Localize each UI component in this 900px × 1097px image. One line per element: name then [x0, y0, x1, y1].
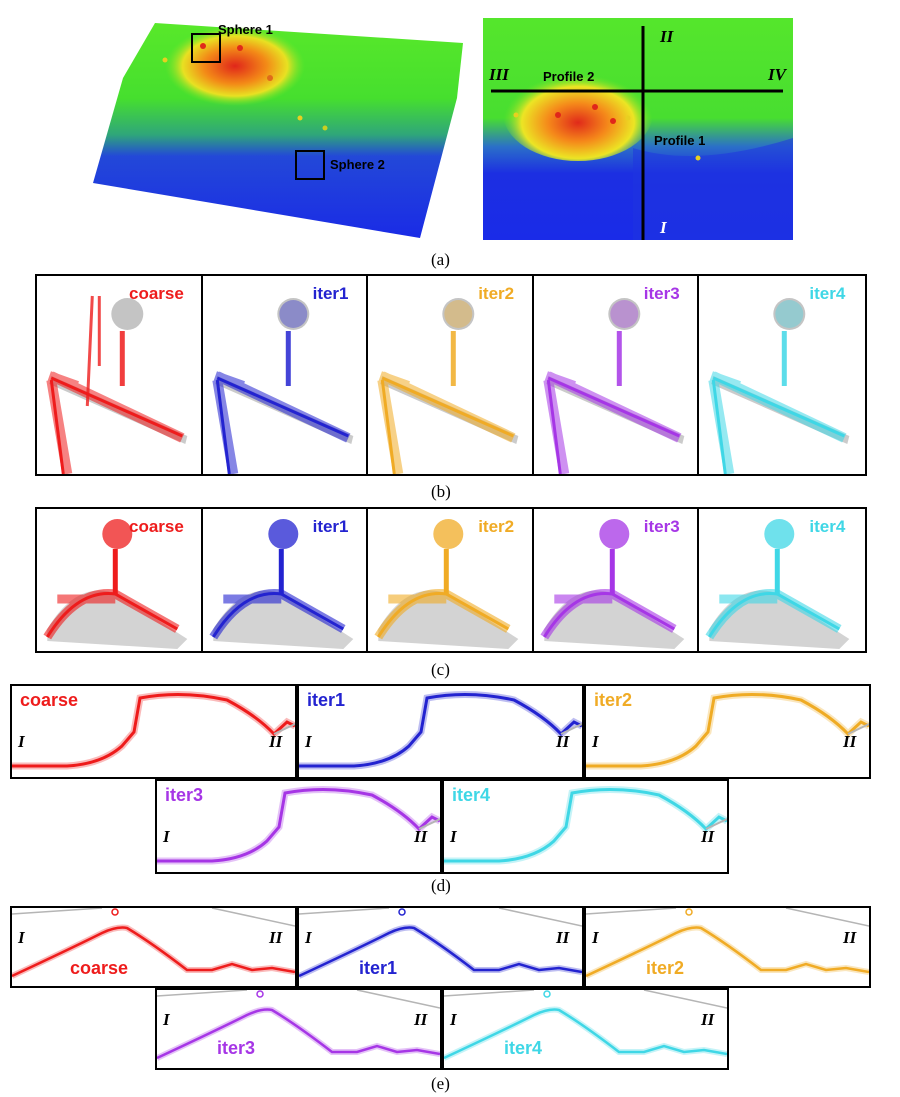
scan3d-cell-coarse: coarse [37, 509, 203, 651]
sphere1-box [191, 33, 221, 63]
profile-label-coarse: coarse [20, 690, 79, 710]
scan-cell-iter2: iter2 [368, 276, 534, 474]
profile-end-iter2: II [843, 732, 857, 751]
peak-label-iter4: iter4 [504, 1038, 543, 1058]
terrain-top-view [483, 18, 793, 240]
roman-II-top: II [660, 27, 674, 46]
profile2-label: Profile 2 [543, 69, 595, 84]
label-iter3: iter3 [643, 284, 680, 303]
peak-box-iter3: iter3 I II [155, 988, 442, 1070]
scan-cell-coarse: coarse [37, 276, 203, 474]
roman-IV: IV [768, 65, 786, 84]
caption-c: (c) [431, 660, 450, 679]
scan-cell-iter4: iter4 [699, 276, 865, 474]
label3d-iter4: iter4 [809, 517, 846, 536]
roman-I-bottom: I [660, 218, 667, 237]
profile-box-iter1: iter1 I II [297, 684, 584, 779]
peak-start-iter2: I [592, 928, 599, 947]
peak-label-coarse: coarse [70, 958, 129, 978]
scan3d-cell-iter2: iter2 [368, 509, 534, 651]
peak-start-coarse: I [18, 928, 25, 947]
scan3d-cell-iter3: iter3 [534, 509, 700, 651]
peak-box-iter1: iter1 I II [297, 906, 584, 988]
peak-label-iter3: iter3 [217, 1038, 256, 1058]
profile-end-coarse: II [269, 732, 283, 751]
peak-start-iter1: I [305, 928, 312, 947]
profile1-label: Profile 1 [654, 133, 706, 148]
peak-end-iter3: II [414, 1010, 428, 1029]
peak-label-iter2: iter2 [646, 958, 685, 978]
peak-end-coarse: II [269, 928, 283, 947]
profile-label-iter1: iter1 [307, 690, 346, 710]
label-iter2: iter2 [478, 284, 515, 303]
peak-box-iter4: iter4 I II [442, 988, 729, 1070]
profile-start-iter1: I [305, 732, 312, 751]
scan3d-cell-iter1: iter1 [203, 509, 369, 651]
profile-label-iter2: iter2 [594, 690, 633, 710]
peak-box-iter2: iter2 I II [584, 906, 871, 988]
caption-d: (d) [431, 876, 451, 895]
caption-a: (a) [431, 250, 450, 269]
roman-III: III [489, 65, 509, 84]
caption-e: (e) [431, 1074, 450, 1093]
label-iter4: iter4 [809, 284, 846, 303]
scan-cell-iter3: iter3 [534, 276, 700, 474]
terrain-3d-view [85, 18, 475, 238]
sphere2-label: Sphere 2 [330, 157, 385, 172]
label-coarse: coarse [129, 284, 184, 303]
panel-c: coarse iter1 iter2 iter3 iter4 [35, 507, 867, 653]
label3d-iter3: iter3 [643, 517, 680, 536]
peak-start-iter3: I [163, 1010, 170, 1029]
label3d-coarse: coarse [129, 517, 184, 536]
profile-box-iter2: iter2 I II [584, 684, 871, 779]
peak-end-iter2: II [843, 928, 857, 947]
profile-label-iter3: iter3 [165, 785, 204, 805]
peak-end-iter4: II [701, 1010, 715, 1029]
profile-end-iter3: II [414, 827, 428, 846]
sphere1-label: Sphere 1 [218, 22, 273, 37]
profile-box-coarse: coarse I II [10, 684, 297, 779]
peak-start-iter4: I [450, 1010, 457, 1029]
scan3d-cell-iter4: iter4 [699, 509, 865, 651]
profile-end-iter1: II [556, 732, 570, 751]
peak-box-coarse: coarse I II [10, 906, 297, 988]
profile-box-iter4: iter4 I II [442, 779, 729, 874]
scan-cell-iter1: iter1 [203, 276, 369, 474]
profile-end-iter4: II [701, 827, 715, 846]
peak-end-iter1: II [556, 928, 570, 947]
panel-b: coarse iter1 iter2 iter3 iter4 [35, 274, 867, 476]
profile-start-coarse: I [18, 732, 25, 751]
label3d-iter2: iter2 [478, 517, 515, 536]
label3d-iter1: iter1 [312, 517, 349, 536]
peak-label-iter1: iter1 [359, 958, 398, 978]
label-iter1: iter1 [312, 284, 349, 303]
profile-box-iter3: iter3 I II [155, 779, 442, 874]
profile-start-iter4: I [450, 827, 457, 846]
sphere2-box [295, 150, 325, 180]
caption-b: (b) [431, 482, 451, 501]
profile-label-iter4: iter4 [452, 785, 491, 805]
profile-start-iter2: I [592, 732, 599, 751]
profile-start-iter3: I [163, 827, 170, 846]
